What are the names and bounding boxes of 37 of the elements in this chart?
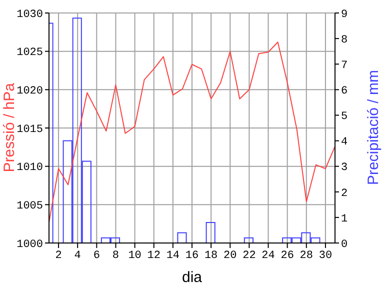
x-tick-label: 22 bbox=[242, 250, 256, 262]
x-tick-label: 16 bbox=[185, 250, 199, 262]
y2-tick-label: 6 bbox=[341, 86, 348, 98]
y-tick-label: 1025 bbox=[16, 47, 43, 60]
x-axis-title: dia bbox=[180, 269, 204, 286]
x-tick-label: 30 bbox=[318, 250, 332, 262]
y2-tick-label: 8 bbox=[341, 34, 348, 46]
y-tick-label: 1015 bbox=[16, 124, 43, 136]
x-tick-label: 10 bbox=[128, 250, 142, 262]
y2-tick-label: 0 bbox=[341, 238, 348, 251]
x-tick-label: 6 bbox=[93, 250, 100, 262]
x-tick-label: 12 bbox=[147, 250, 160, 262]
y2-tick-label: 4 bbox=[341, 136, 348, 149]
x-tick-label: 14 bbox=[166, 250, 180, 262]
y2-tick-label: 9 bbox=[341, 8, 348, 21]
x-tick-label: 24 bbox=[262, 250, 276, 262]
bar bbox=[206, 222, 216, 243]
y2-tick-label: 5 bbox=[341, 111, 348, 124]
x-tick-label: 4 bbox=[74, 250, 82, 262]
y2-tick-label: 2 bbox=[341, 188, 348, 200]
y-tick-label: 1005 bbox=[16, 200, 43, 213]
y-axis-title: Pressió / hPa bbox=[0, 83, 18, 173]
x-tick-label: 28 bbox=[300, 250, 313, 262]
y-tick-label: 1020 bbox=[16, 86, 43, 98]
y-tick-label: 1030 bbox=[16, 8, 43, 21]
y2-axis-title: Precipitació / mm bbox=[364, 70, 382, 186]
x-tick-label: 18 bbox=[204, 250, 218, 262]
y-tick-label: 1000 bbox=[16, 238, 43, 251]
y2-tick-label: 3 bbox=[341, 162, 348, 174]
y2-tick-label: 1 bbox=[341, 213, 348, 226]
x-tick-label: 20 bbox=[224, 250, 237, 262]
x-tick-label: 2 bbox=[55, 250, 62, 262]
x-tick-label: 26 bbox=[280, 250, 294, 262]
y-tick-label: 1010 bbox=[16, 162, 43, 174]
y2-tick-label: 7 bbox=[341, 60, 348, 72]
x-tick-label: 8 bbox=[112, 250, 120, 262]
line-series bbox=[49, 42, 335, 223]
